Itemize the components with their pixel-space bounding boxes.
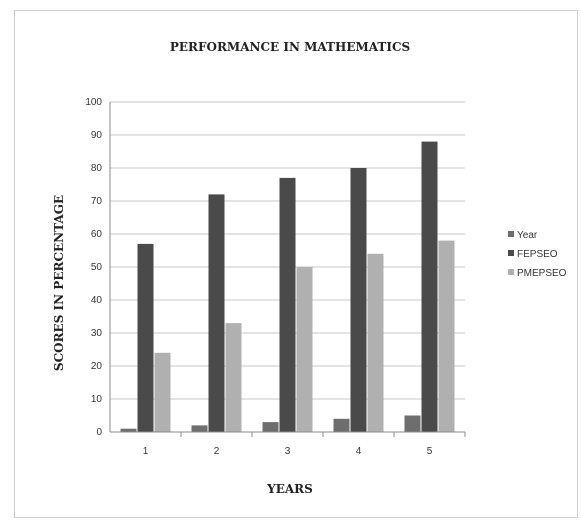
- y-tick-label: 30: [91, 328, 103, 339]
- bar-fepseo-1: [137, 243, 154, 432]
- y-tick-label: 70: [91, 196, 103, 207]
- bar-pmepseo-3: [296, 267, 313, 432]
- y-tick-label: 80: [91, 163, 103, 174]
- bar-pmepseo-2: [225, 323, 242, 432]
- chart-frame: [14, 10, 578, 518]
- y-tick-label: 20: [91, 361, 103, 372]
- bar-year-3: [262, 422, 279, 432]
- bar-pmepseo-1: [154, 352, 171, 432]
- y-tick-label: 90: [91, 130, 103, 141]
- y-axis-title: SCORES IN PERCENTAGE: [52, 195, 66, 371]
- bar-fepseo-4: [350, 168, 367, 432]
- x-tick-label: 3: [285, 446, 291, 457]
- y-tick-label: 0: [96, 427, 102, 438]
- x-tick-label: 4: [356, 446, 362, 457]
- x-tick-label: 2: [214, 446, 220, 457]
- bars: [120, 141, 455, 432]
- bar-year-2: [191, 425, 208, 432]
- x-tick-label: 5: [427, 446, 433, 457]
- legend-label-year: Year: [517, 230, 538, 241]
- legend-label-fepseo: FEPSEO: [517, 249, 558, 260]
- x-tick-label: 1: [143, 446, 149, 457]
- x-axis-title: YEARS: [266, 482, 313, 496]
- bar-year-4: [333, 418, 350, 432]
- axes: 0 10 20 30 40 50 60 70 80 90 100 1 2 3 4 5: [85, 97, 466, 457]
- legend-swatch-year: [508, 231, 514, 237]
- legend-swatch-fepseo: [508, 250, 514, 256]
- bar-fepseo-3: [279, 177, 296, 432]
- bar-fepseo-5: [421, 141, 438, 432]
- bar-year-5: [404, 415, 421, 432]
- bar-year-1: [120, 428, 137, 432]
- y-tick-label: 50: [91, 262, 103, 273]
- bar-pmepseo-4: [367, 253, 384, 432]
- legend-swatch-pmepseo: [508, 269, 514, 275]
- y-tick-label: 100: [85, 97, 102, 108]
- chart-title: PERFORMANCE IN MATHEMATICS: [170, 40, 410, 54]
- legend-label-pmepseo: PMEPSEO: [517, 268, 567, 279]
- y-tick-label: 60: [91, 229, 103, 240]
- legend: Year FEPSEO PMEPSEO: [508, 230, 567, 279]
- y-tick-label: 10: [91, 394, 103, 405]
- bar-pmepseo-5: [438, 240, 455, 432]
- bar-fepseo-2: [208, 194, 225, 432]
- y-tick-label: 40: [91, 295, 103, 306]
